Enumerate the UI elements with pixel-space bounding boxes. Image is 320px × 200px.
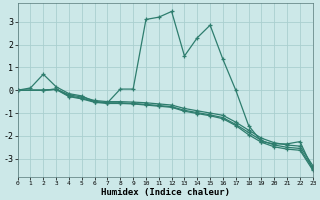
X-axis label: Humidex (Indice chaleur): Humidex (Indice chaleur) [101,188,230,197]
